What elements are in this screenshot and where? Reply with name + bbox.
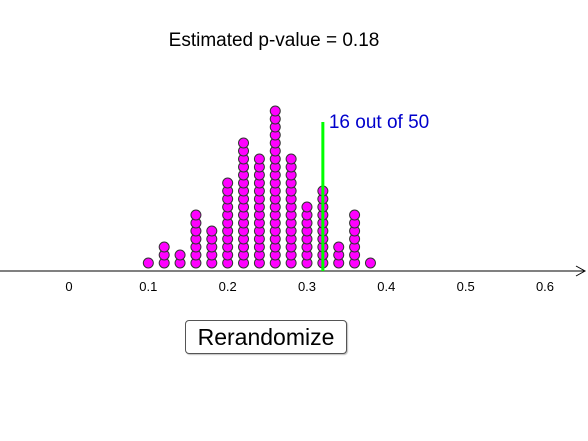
data-point [285, 153, 297, 165]
x-tick-label: 0.5 [457, 279, 475, 294]
dots [142, 105, 376, 269]
x-tick-label: 0.3 [298, 279, 316, 294]
data-point [190, 209, 202, 221]
x-axis-arrow [575, 265, 587, 277]
rerandomize-button[interactable]: Rerandomize [185, 320, 347, 354]
x-tick-label: 0.4 [377, 279, 395, 294]
data-point [364, 257, 376, 269]
data-point [269, 105, 281, 117]
chart-title: Estimated p-value = 0.18 [168, 30, 380, 51]
x-tick-label: 0.6 [536, 279, 554, 294]
data-point [349, 209, 361, 221]
data-point [174, 249, 186, 261]
data-point [222, 177, 234, 189]
data-point [333, 241, 345, 253]
data-point [238, 137, 250, 149]
x-tick-label: 0 [65, 279, 72, 294]
data-point [206, 225, 218, 237]
threshold-label: 16 out of 50 [329, 112, 429, 133]
x-tick-label: 0.1 [139, 279, 157, 294]
data-point [301, 201, 313, 213]
threshold-marker: 16 out of 50 [321, 112, 429, 271]
data-point [158, 241, 170, 253]
data-point [142, 257, 154, 269]
data-point [253, 153, 265, 165]
x-tick-label: 0.2 [219, 279, 237, 294]
x-axis: 0 0.1 0.2 0.3 0.4 0.5 0.6 [0, 265, 587, 294]
